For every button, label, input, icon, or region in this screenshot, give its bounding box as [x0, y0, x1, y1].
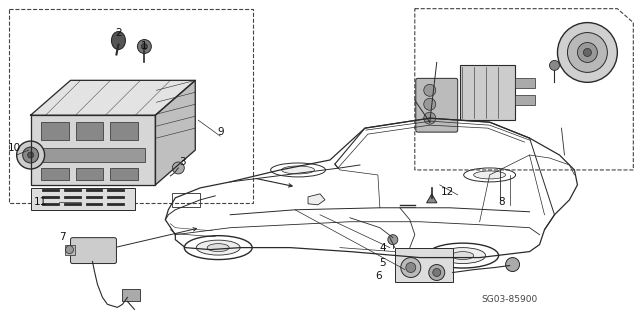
Text: 11: 11	[34, 197, 47, 207]
Circle shape	[17, 141, 45, 169]
Text: 9: 9	[217, 127, 223, 137]
Bar	[76, 122, 104, 140]
Circle shape	[424, 84, 436, 96]
Text: 3: 3	[179, 157, 186, 167]
Bar	[460, 65, 515, 120]
Bar	[40, 122, 68, 140]
Circle shape	[433, 269, 441, 277]
Text: 4: 4	[380, 243, 386, 253]
FancyBboxPatch shape	[70, 238, 116, 263]
Bar	[111, 168, 138, 180]
Circle shape	[388, 235, 398, 245]
Circle shape	[401, 257, 420, 278]
Circle shape	[65, 246, 74, 254]
Text: SG03-85900: SG03-85900	[481, 295, 538, 304]
Polygon shape	[31, 115, 156, 185]
Ellipse shape	[271, 163, 326, 177]
FancyBboxPatch shape	[416, 78, 458, 132]
Ellipse shape	[427, 243, 499, 268]
Ellipse shape	[452, 252, 474, 260]
Circle shape	[22, 147, 38, 163]
Ellipse shape	[464, 168, 516, 182]
Bar	[40, 148, 145, 162]
Bar	[111, 122, 138, 140]
Bar	[76, 168, 104, 180]
Circle shape	[577, 42, 597, 63]
Bar	[40, 168, 68, 180]
Bar	[31, 188, 136, 210]
Circle shape	[138, 40, 152, 54]
Circle shape	[28, 152, 34, 158]
Polygon shape	[308, 194, 325, 205]
Bar	[515, 78, 534, 88]
Circle shape	[506, 257, 520, 271]
Circle shape	[429, 264, 445, 280]
Text: 10: 10	[8, 143, 21, 153]
Ellipse shape	[184, 236, 252, 260]
Circle shape	[568, 33, 607, 72]
Circle shape	[424, 98, 436, 110]
Bar	[9, 9, 253, 203]
Circle shape	[424, 112, 436, 124]
Circle shape	[584, 48, 591, 56]
Ellipse shape	[207, 244, 229, 252]
Bar	[122, 289, 140, 301]
Text: 6: 6	[376, 271, 382, 281]
Ellipse shape	[111, 32, 125, 49]
Text: 1: 1	[141, 41, 148, 51]
Ellipse shape	[196, 240, 240, 255]
Bar	[515, 95, 534, 105]
Circle shape	[406, 263, 416, 272]
Bar	[395, 248, 452, 282]
Text: 7: 7	[60, 232, 66, 242]
Polygon shape	[156, 80, 195, 185]
Circle shape	[141, 43, 147, 49]
Text: 8: 8	[499, 197, 505, 207]
Ellipse shape	[440, 248, 486, 263]
Text: 2: 2	[115, 27, 122, 38]
Ellipse shape	[282, 166, 314, 174]
Bar	[65, 245, 74, 255]
Circle shape	[172, 162, 184, 174]
Polygon shape	[31, 80, 195, 115]
Bar	[172, 193, 200, 207]
Text: 5: 5	[380, 257, 386, 268]
Circle shape	[550, 60, 559, 70]
Text: 12: 12	[441, 187, 454, 197]
Circle shape	[557, 23, 618, 82]
Ellipse shape	[474, 171, 506, 179]
